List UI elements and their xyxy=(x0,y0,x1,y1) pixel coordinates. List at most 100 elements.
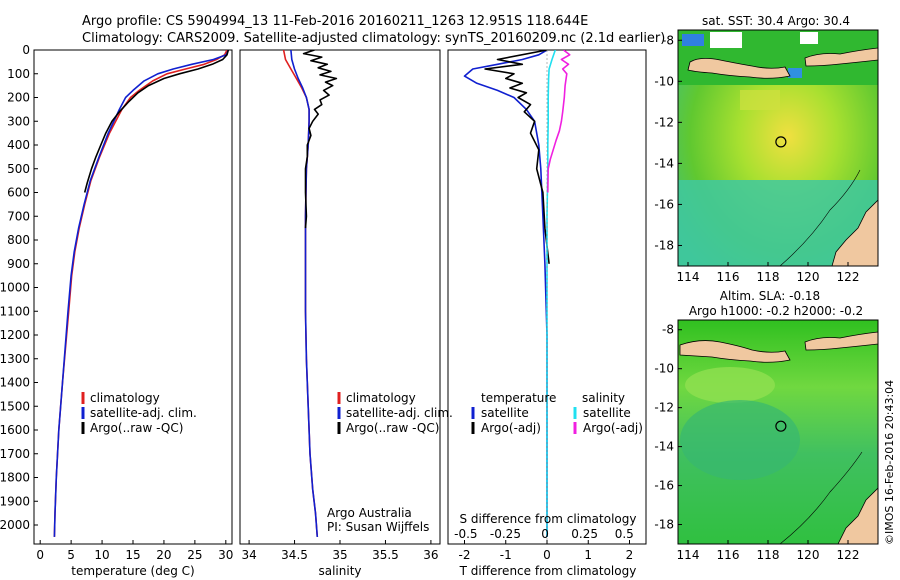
depth-tick-label: 1100 xyxy=(0,304,30,318)
lat-tick-label: -8 xyxy=(662,33,674,47)
lon-tick-label: 118 xyxy=(757,548,780,562)
x-tick-label: 2 xyxy=(626,548,634,562)
argo-position-marker xyxy=(775,420,787,432)
header-line-2: Climatology: CARS2009. Satellite-adjuste… xyxy=(82,31,665,46)
lat-tick-label: -14 xyxy=(654,440,674,454)
salinity-plot xyxy=(282,50,338,537)
lat-tick-label: -10 xyxy=(654,362,674,376)
temperature-legend: climatology satellite-adj. clim. Argo(..… xyxy=(81,391,197,435)
depth-tick-label: 800 xyxy=(7,233,30,247)
lon-tick-label: 114 xyxy=(677,270,700,284)
legend-label-argo: Argo(..raw -QC) xyxy=(90,421,183,435)
depth-tick-label: 400 xyxy=(7,138,30,152)
depth-tick-label: 1200 xyxy=(0,328,30,342)
sst-land-islands xyxy=(687,58,791,79)
sst-cloud-patch xyxy=(800,32,818,44)
lat-tick-label: -14 xyxy=(654,156,674,170)
depth-tick-label: 1000 xyxy=(0,281,30,295)
series-line-satellite-adj-clim xyxy=(290,50,319,537)
legend-heading-temperature: temperature xyxy=(481,391,556,405)
depth-tick-label: 300 xyxy=(7,114,30,128)
sst-land-islands xyxy=(804,47,878,67)
sst-bathymetry-contour xyxy=(779,169,861,266)
legend-label-t-satellite: satellite xyxy=(481,406,529,420)
sla-land-australia xyxy=(837,487,878,544)
sst-blue-patch xyxy=(788,68,802,78)
s-difference-axis-label: S difference from climatology xyxy=(460,512,637,526)
sla-high-patch xyxy=(685,367,775,403)
salinity-legend: climatology satellite-adj. clim. Argo(..… xyxy=(327,391,453,534)
sst-cloud-patch xyxy=(710,32,742,48)
depth-tick-label: 1500 xyxy=(0,399,30,413)
sla-land-islands xyxy=(804,331,878,351)
lon-tick-label: 116 xyxy=(717,270,740,284)
depth-tick-label: 2000 xyxy=(0,518,30,532)
sst-map-frame xyxy=(677,29,879,267)
depth-tick-label: 1700 xyxy=(0,447,30,461)
x-tick-label: 20 xyxy=(156,548,171,562)
x2-tick-label: 0.25 xyxy=(571,527,598,541)
x-tick-label: -1 xyxy=(500,548,512,562)
lat-tick-label: -16 xyxy=(654,197,674,211)
legend-label-argo: Argo(..raw -QC) xyxy=(346,421,439,435)
difference-plot xyxy=(463,50,571,544)
x-tick-label: 35.5 xyxy=(372,548,399,562)
series-line-t-argo-adj xyxy=(484,50,550,264)
lat-tick-label: -12 xyxy=(654,115,674,129)
x-tick-label: 30 xyxy=(218,548,233,562)
sst-land-australia xyxy=(831,199,878,266)
x-tick-label: 35 xyxy=(332,548,347,562)
depth-tick-label: 200 xyxy=(7,91,30,105)
annotation-argo-australia: Argo Australia xyxy=(327,506,412,520)
lon-tick-label: 120 xyxy=(797,548,820,562)
x-tick-label: 5 xyxy=(67,548,75,562)
lat-tick-label: -8 xyxy=(662,323,674,337)
lat-tick-label: -10 xyxy=(654,74,674,88)
header-line-1: Argo profile: CS 5904994_13 11-Feb-2016 … xyxy=(82,14,588,29)
depth-tick-label: 900 xyxy=(7,257,30,271)
x-tick-label: 25 xyxy=(187,548,202,562)
difference-axis-label: T difference from climatology xyxy=(459,564,637,578)
x-tick-label: 0 xyxy=(36,548,44,562)
sla-map-frame xyxy=(677,319,879,545)
legend-label-t-argo: Argo(-adj) xyxy=(481,421,541,435)
difference-legend: temperature salinity satellite Argo(-adj… xyxy=(471,391,643,435)
legend-label-satellite: satellite-adj. clim. xyxy=(90,406,197,420)
legend-label-s-satellite: satellite xyxy=(583,406,631,420)
depth-tick-label: 0 xyxy=(22,43,30,57)
lat-tick-label: -12 xyxy=(654,401,674,415)
legend-label-climatology: climatology xyxy=(90,391,160,405)
legend-label-s-argo: Argo(-adj) xyxy=(583,421,643,435)
x2-tick-label: 0.5 xyxy=(615,527,634,541)
depth-axis: 0 100 200 300 400 500 600 700 800 900 1000 1100 1200… xyxy=(0,43,38,532)
sst-warm-patch xyxy=(740,90,780,110)
lon-tick-label: 122 xyxy=(837,548,860,562)
x-tick-label: 34 xyxy=(241,548,256,562)
series-line-climatology xyxy=(53,50,228,537)
depth-tick-label: 500 xyxy=(7,162,30,176)
series-line-argo-raw-qc xyxy=(302,50,338,229)
legend-label-climatology: climatology xyxy=(346,391,416,405)
sla-land-islands xyxy=(679,340,791,363)
temperature-x-axis: 0 5 10 15 20 25 30 xyxy=(36,540,233,562)
difference-x-axis: -2 -1 0 1 2 -0.5 -0.25 0 0.25 0.5 xyxy=(454,527,634,562)
series-line-s-argo-adj xyxy=(547,50,571,193)
sla-bathymetry-contour xyxy=(779,451,863,544)
sst-blue-patch xyxy=(682,34,704,46)
x2-tick-label: 0 xyxy=(541,527,549,541)
lon-tick-label: 116 xyxy=(717,548,740,562)
sla-map-axes: 114 116 118 120 122 -8 -10 -12 -14 -16 -18 xyxy=(654,323,859,562)
depth-tick-label: 1900 xyxy=(0,494,30,508)
temperature-panel-frame xyxy=(33,49,233,545)
series-line-s-satellite xyxy=(546,50,557,537)
depth-tick-label: 100 xyxy=(7,67,30,81)
lon-tick-label: 114 xyxy=(677,548,700,562)
x2-tick-label: -0.5 xyxy=(454,527,477,541)
series-line-satellite-adj-clim xyxy=(53,50,230,537)
lat-tick-label: -18 xyxy=(654,518,674,532)
depth-tick-label: 1800 xyxy=(0,471,30,485)
salinity-panel-frame xyxy=(239,49,441,545)
sla-map xyxy=(678,320,878,544)
argo-position-marker xyxy=(775,136,787,148)
